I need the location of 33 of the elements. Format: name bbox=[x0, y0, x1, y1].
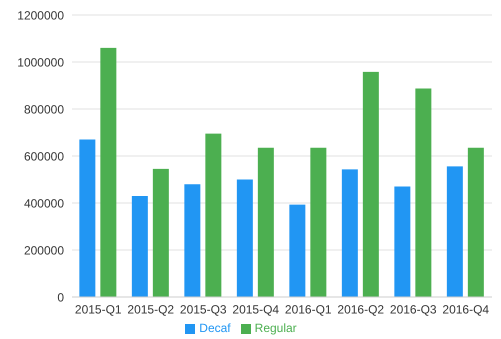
x-tick-label: 2016-Q3 bbox=[390, 302, 437, 317]
bar bbox=[132, 196, 148, 297]
bar bbox=[79, 140, 96, 297]
bar bbox=[446, 166, 463, 297]
x-tick-label: 2015-Q3 bbox=[180, 302, 227, 317]
x-tick-label: 2016-Q4 bbox=[442, 302, 490, 317]
y-tick-label: 400000 bbox=[24, 196, 64, 210]
x-tick-label: 2016-Q2 bbox=[337, 302, 384, 317]
bar bbox=[258, 148, 274, 297]
bar bbox=[184, 184, 200, 297]
bar bbox=[236, 180, 253, 297]
y-tick-label: 1200000 bbox=[17, 8, 64, 22]
legend-label: Decaf bbox=[199, 321, 231, 335]
x-tick-label: 2015-Q4 bbox=[232, 302, 280, 317]
bar bbox=[100, 48, 116, 297]
x-tick-label: 2015-Q1 bbox=[74, 302, 122, 317]
y-tick-label: 200000 bbox=[24, 243, 64, 258]
x-tick-label: 2015-Q2 bbox=[127, 302, 174, 317]
bar bbox=[205, 134, 222, 297]
legend-label: Regular bbox=[254, 321, 297, 335]
bar bbox=[152, 168, 169, 297]
bar bbox=[362, 72, 379, 297]
y-tick-label: 0 bbox=[57, 290, 64, 304]
y-tick-label: 600000 bbox=[24, 149, 64, 164]
bar bbox=[310, 148, 326, 297]
bar bbox=[342, 169, 358, 297]
x-tick-label: 2016-Q1 bbox=[284, 302, 332, 317]
y-tick-label: 800000 bbox=[24, 102, 64, 116]
y-tick-label: 1000000 bbox=[17, 55, 64, 70]
bar bbox=[289, 204, 306, 297]
bar bbox=[468, 148, 484, 297]
bar bbox=[394, 186, 410, 297]
bar bbox=[415, 88, 432, 297]
